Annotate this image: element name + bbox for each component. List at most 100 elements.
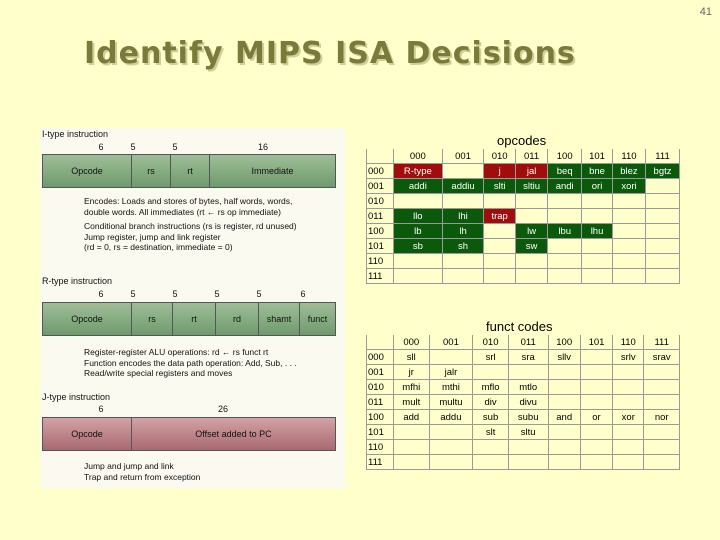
field-opcode: Opcode bbox=[43, 155, 132, 187]
table-cell: addu bbox=[428, 409, 474, 425]
table-cell: and bbox=[547, 409, 581, 425]
table-cell bbox=[441, 253, 485, 269]
table-cell: div bbox=[472, 394, 509, 410]
table-cell bbox=[612, 364, 645, 380]
table-cell bbox=[581, 208, 613, 224]
table-cell: andi bbox=[547, 178, 583, 194]
table-row: 100 lb lh lw lbu lhu bbox=[366, 223, 680, 239]
bit-width: 5 bbox=[130, 142, 136, 152]
table-cell bbox=[507, 364, 549, 380]
table-cell: or bbox=[579, 409, 614, 425]
table-cell bbox=[581, 253, 613, 269]
column-header: 110 bbox=[611, 149, 647, 164]
column-header: 010 bbox=[472, 335, 509, 350]
table-cell: sb bbox=[393, 238, 443, 254]
table-cell bbox=[472, 454, 509, 470]
table-cell bbox=[643, 394, 680, 410]
table-cell: jal bbox=[514, 163, 549, 179]
column-header: 001 bbox=[428, 335, 474, 350]
table-row: 010 bbox=[366, 193, 680, 209]
row-header: 000 bbox=[366, 163, 394, 179]
bit-width: 5 bbox=[214, 289, 220, 299]
table-cell: trap bbox=[483, 208, 516, 224]
table-cell: jalr bbox=[428, 364, 474, 380]
table-cell bbox=[393, 193, 443, 209]
table-cell: R-type bbox=[393, 163, 443, 179]
table-cell bbox=[393, 268, 443, 284]
table-cell bbox=[393, 454, 430, 470]
table-cell bbox=[514, 268, 549, 284]
table-cell bbox=[579, 379, 614, 395]
table-cell: beq bbox=[547, 163, 583, 179]
table-cell bbox=[547, 439, 581, 455]
column-header: 101 bbox=[579, 335, 614, 350]
table-cell: add bbox=[393, 409, 430, 425]
table-cell: srav bbox=[643, 349, 680, 365]
field-funct: funct bbox=[307, 314, 328, 324]
table-cell: slt bbox=[472, 424, 509, 440]
table-cell bbox=[645, 268, 680, 284]
table-cell bbox=[547, 394, 581, 410]
table-cell: lh bbox=[441, 223, 485, 239]
table-cell bbox=[643, 379, 680, 395]
table-cell bbox=[547, 424, 581, 440]
header-row: 000 001 010 011 100 101 110 111 bbox=[366, 149, 680, 164]
itype-description-1: Encodes: Loads and stores of bytes, half… bbox=[84, 196, 293, 217]
jtype-label: J-type instruction bbox=[42, 392, 111, 402]
column-header: 000 bbox=[393, 335, 430, 350]
column-header: 100 bbox=[547, 149, 583, 164]
table-cell bbox=[547, 364, 581, 380]
field-opcode: Opcode bbox=[43, 303, 132, 335]
table-cell: mult bbox=[393, 394, 430, 410]
table-row: 001 addi addiu slti sltiu andi ori xori bbox=[366, 178, 680, 194]
table-cell bbox=[612, 439, 645, 455]
table-cell bbox=[579, 454, 614, 470]
table-cell: addi bbox=[393, 178, 443, 194]
table-cell bbox=[547, 208, 583, 224]
table-cell: bgtz bbox=[645, 163, 680, 179]
bit-width: 16 bbox=[257, 142, 268, 152]
table-cell bbox=[547, 454, 581, 470]
table-cell bbox=[507, 439, 549, 455]
field-offset: Offset added to PC bbox=[195, 429, 272, 439]
table-cell bbox=[547, 193, 583, 209]
table-cell: mthi bbox=[428, 379, 474, 395]
table-cell bbox=[645, 253, 680, 269]
opcodes-title: opcodes bbox=[497, 133, 547, 148]
table-cell: multu bbox=[428, 394, 474, 410]
table-cell bbox=[393, 439, 430, 455]
table-cell bbox=[579, 364, 614, 380]
table-cell bbox=[393, 424, 430, 440]
table-cell bbox=[612, 379, 645, 395]
table-cell bbox=[645, 208, 680, 224]
table-row: 010 mfhi mthi mflo mtlo bbox=[366, 379, 680, 395]
row-header: 001 bbox=[366, 364, 394, 380]
table-cell: sllv bbox=[547, 349, 581, 365]
table-cell: blez bbox=[611, 163, 647, 179]
bit-width: 5 bbox=[130, 289, 136, 299]
table-cell bbox=[483, 223, 516, 239]
bit-width: 5 bbox=[172, 289, 178, 299]
field-opcode: Opcode bbox=[43, 418, 132, 450]
table-cell bbox=[514, 193, 549, 209]
table-cell bbox=[612, 394, 645, 410]
table-cell bbox=[611, 193, 647, 209]
column-header: 011 bbox=[507, 335, 549, 350]
corner-cell bbox=[366, 149, 394, 164]
table-cell: sll bbox=[393, 349, 430, 365]
table-cell bbox=[612, 424, 645, 440]
bit-width: 5 bbox=[172, 142, 178, 152]
table-cell bbox=[581, 193, 613, 209]
column-header: 100 bbox=[547, 335, 581, 350]
rtype-format-bar: Opcode rs rt rd shamt funct bbox=[42, 302, 336, 336]
table-row: 001 jr jalr bbox=[366, 364, 680, 380]
jtype-format-bar: Opcode Offset added to PC bbox=[42, 417, 336, 451]
table-cell: sra bbox=[507, 349, 549, 365]
table-cell: xor bbox=[612, 409, 645, 425]
table-cell bbox=[514, 253, 549, 269]
itype-description-2: Conditional branch instructions (rs is r… bbox=[84, 221, 297, 252]
row-header: 110 bbox=[366, 439, 394, 455]
table-row: 111 bbox=[366, 454, 680, 470]
header-row: 000 001 010 011 100 101 110 111 bbox=[366, 335, 680, 350]
table-cell bbox=[645, 223, 680, 239]
